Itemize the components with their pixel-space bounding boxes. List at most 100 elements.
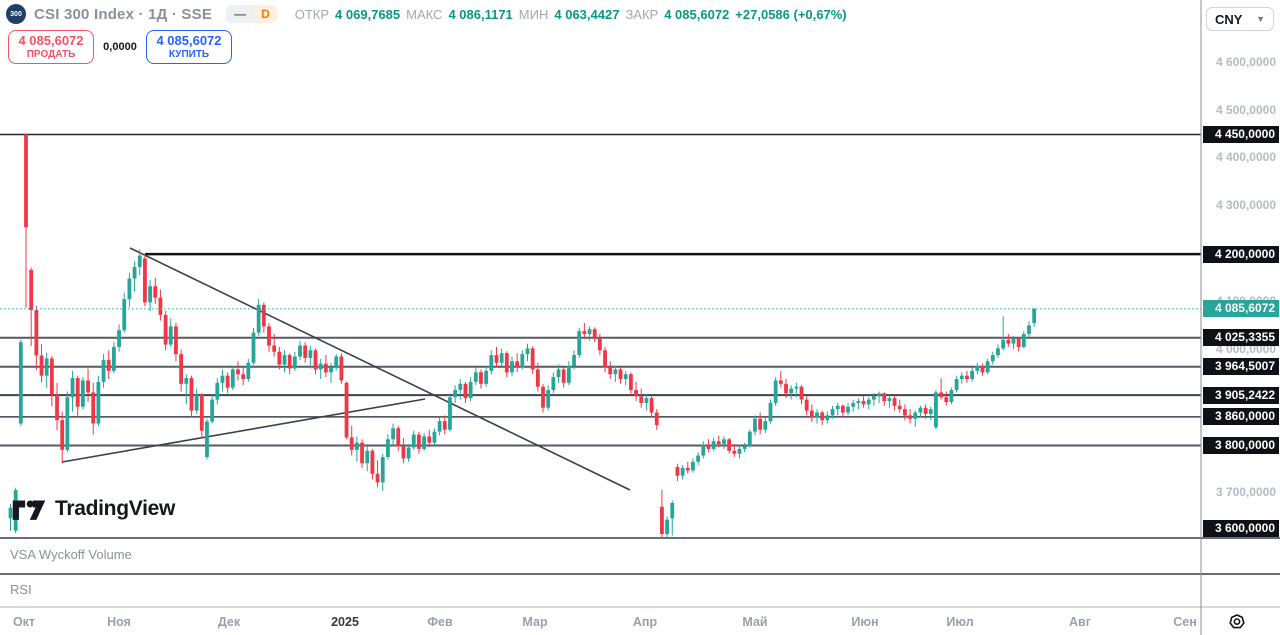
candle-body bbox=[784, 383, 788, 394]
candle-body bbox=[510, 361, 514, 373]
candle-body bbox=[535, 369, 540, 387]
candle-body bbox=[354, 442, 359, 450]
candle-body bbox=[143, 258, 147, 303]
interval-pill[interactable]: — D bbox=[226, 5, 277, 23]
candle-body bbox=[499, 353, 504, 363]
candle-body bbox=[479, 372, 483, 384]
candle-body bbox=[840, 405, 845, 413]
candle-body bbox=[153, 286, 158, 298]
high-label: МАКС bbox=[406, 6, 443, 22]
candle-body bbox=[613, 369, 618, 375]
interval-letter[interactable]: D bbox=[254, 5, 277, 23]
candle-body bbox=[923, 407, 928, 414]
candle-body bbox=[39, 355, 44, 376]
candle-body bbox=[380, 457, 385, 483]
price-pane[interactable] bbox=[0, 133, 1201, 539]
candle-body bbox=[236, 369, 240, 375]
candle-body bbox=[685, 468, 690, 471]
symbol-title[interactable]: CSI 300 Index · 1Д · SSE bbox=[34, 5, 213, 23]
currency-value: CNY bbox=[1215, 11, 1243, 27]
candle-body bbox=[954, 379, 959, 391]
ohlc-row: ОТКР 4 069,7685 МАКС 4 086,1171 МИН 4 06… bbox=[295, 7, 847, 22]
price-label: 3 700,0000 bbox=[1215, 485, 1276, 500]
candle-body bbox=[282, 355, 287, 365]
price-level-badge: 3 860,0000 bbox=[1203, 408, 1279, 426]
candle-body bbox=[934, 392, 938, 428]
candle-body bbox=[525, 348, 530, 355]
candle-body bbox=[691, 461, 695, 471]
candle-body bbox=[184, 378, 189, 384]
minus-icon[interactable]: — bbox=[226, 5, 255, 23]
candle-body bbox=[251, 332, 256, 363]
vsa-pane-label[interactable]: VSA Wyckoff Volume bbox=[10, 547, 132, 562]
candle-body bbox=[386, 439, 390, 458]
candle-body bbox=[437, 421, 442, 432]
currency-selector[interactable]: CNY ▼ bbox=[1206, 7, 1274, 31]
trendline[interactable] bbox=[129, 247, 631, 491]
low-label: МИН bbox=[518, 6, 549, 22]
candle-body bbox=[996, 348, 1000, 356]
price-axis[interactable]: 4 600,0000 4 500,0000 4 400,0000 4 300,0000… bbox=[1202, 0, 1280, 607]
candle-body bbox=[308, 350, 313, 358]
rsi-pane-label[interactable]: RSI bbox=[10, 582, 32, 597]
price-level-badge: 3 600,0000 bbox=[1203, 519, 1279, 537]
candle-body bbox=[8, 507, 13, 519]
candle-body bbox=[215, 382, 220, 400]
settings-gear-icon[interactable] bbox=[1228, 613, 1246, 631]
candle-body bbox=[329, 367, 333, 373]
candle-body bbox=[246, 362, 251, 380]
candle-body bbox=[959, 375, 964, 380]
candle-body bbox=[629, 374, 633, 391]
candle-body bbox=[551, 377, 556, 391]
candle-body bbox=[546, 390, 551, 408]
candle-body bbox=[970, 370, 975, 380]
sell-label: ПРОДАТЬ bbox=[26, 48, 76, 60]
candle-body bbox=[789, 388, 794, 394]
price-label: 4 600,0000 bbox=[1215, 54, 1276, 69]
time-label: Авг bbox=[1069, 615, 1091, 629]
candle-body bbox=[634, 390, 638, 397]
candle-body bbox=[375, 473, 380, 483]
buy-button[interactable]: 4 085,6072 КУПИТЬ bbox=[146, 30, 232, 64]
candle-body bbox=[158, 297, 163, 315]
candle-body bbox=[396, 428, 401, 447]
time-axis[interactable]: Окт Ноя Дек 2025 Фев Мар Апр Май Июн Июл Авг Сен bbox=[0, 607, 1280, 635]
candle-body bbox=[918, 407, 923, 413]
candle-body bbox=[975, 366, 980, 371]
trendline[interactable] bbox=[61, 398, 426, 463]
candle-body bbox=[665, 519, 669, 535]
candle-body bbox=[732, 450, 737, 454]
candle-body bbox=[241, 374, 246, 380]
candle-body bbox=[794, 386, 799, 389]
candle-body bbox=[29, 269, 34, 311]
time-label: Июл bbox=[946, 615, 974, 629]
candle-body bbox=[851, 402, 856, 407]
candle-body bbox=[804, 399, 809, 411]
candle-body bbox=[65, 397, 70, 450]
candle-body bbox=[809, 410, 814, 418]
tradingview-watermark: TradingView bbox=[12, 495, 175, 523]
candle-body bbox=[349, 437, 354, 450]
candle-body bbox=[846, 406, 850, 413]
candle-body bbox=[365, 450, 370, 464]
candle-body bbox=[871, 396, 876, 400]
candle-body bbox=[272, 345, 277, 352]
sell-price: 4 085,6072 bbox=[18, 33, 84, 49]
candle-body bbox=[417, 434, 421, 449]
sell-button[interactable]: 4 085,6072 ПРОДАТЬ bbox=[8, 30, 94, 64]
candle-body bbox=[696, 455, 701, 462]
candle-body bbox=[763, 421, 768, 430]
candle-body bbox=[892, 398, 897, 406]
candle-body bbox=[370, 450, 375, 474]
candle-body bbox=[727, 439, 732, 451]
price-level-badge: 3 964,5007 bbox=[1203, 358, 1279, 376]
candle-body bbox=[587, 329, 592, 335]
price-level-badge: 3 905,2422 bbox=[1203, 386, 1279, 404]
candle-body bbox=[277, 351, 282, 365]
candle-body bbox=[60, 420, 65, 450]
candle-body bbox=[489, 355, 494, 371]
candle-body bbox=[701, 445, 706, 456]
candle-body bbox=[556, 369, 561, 378]
